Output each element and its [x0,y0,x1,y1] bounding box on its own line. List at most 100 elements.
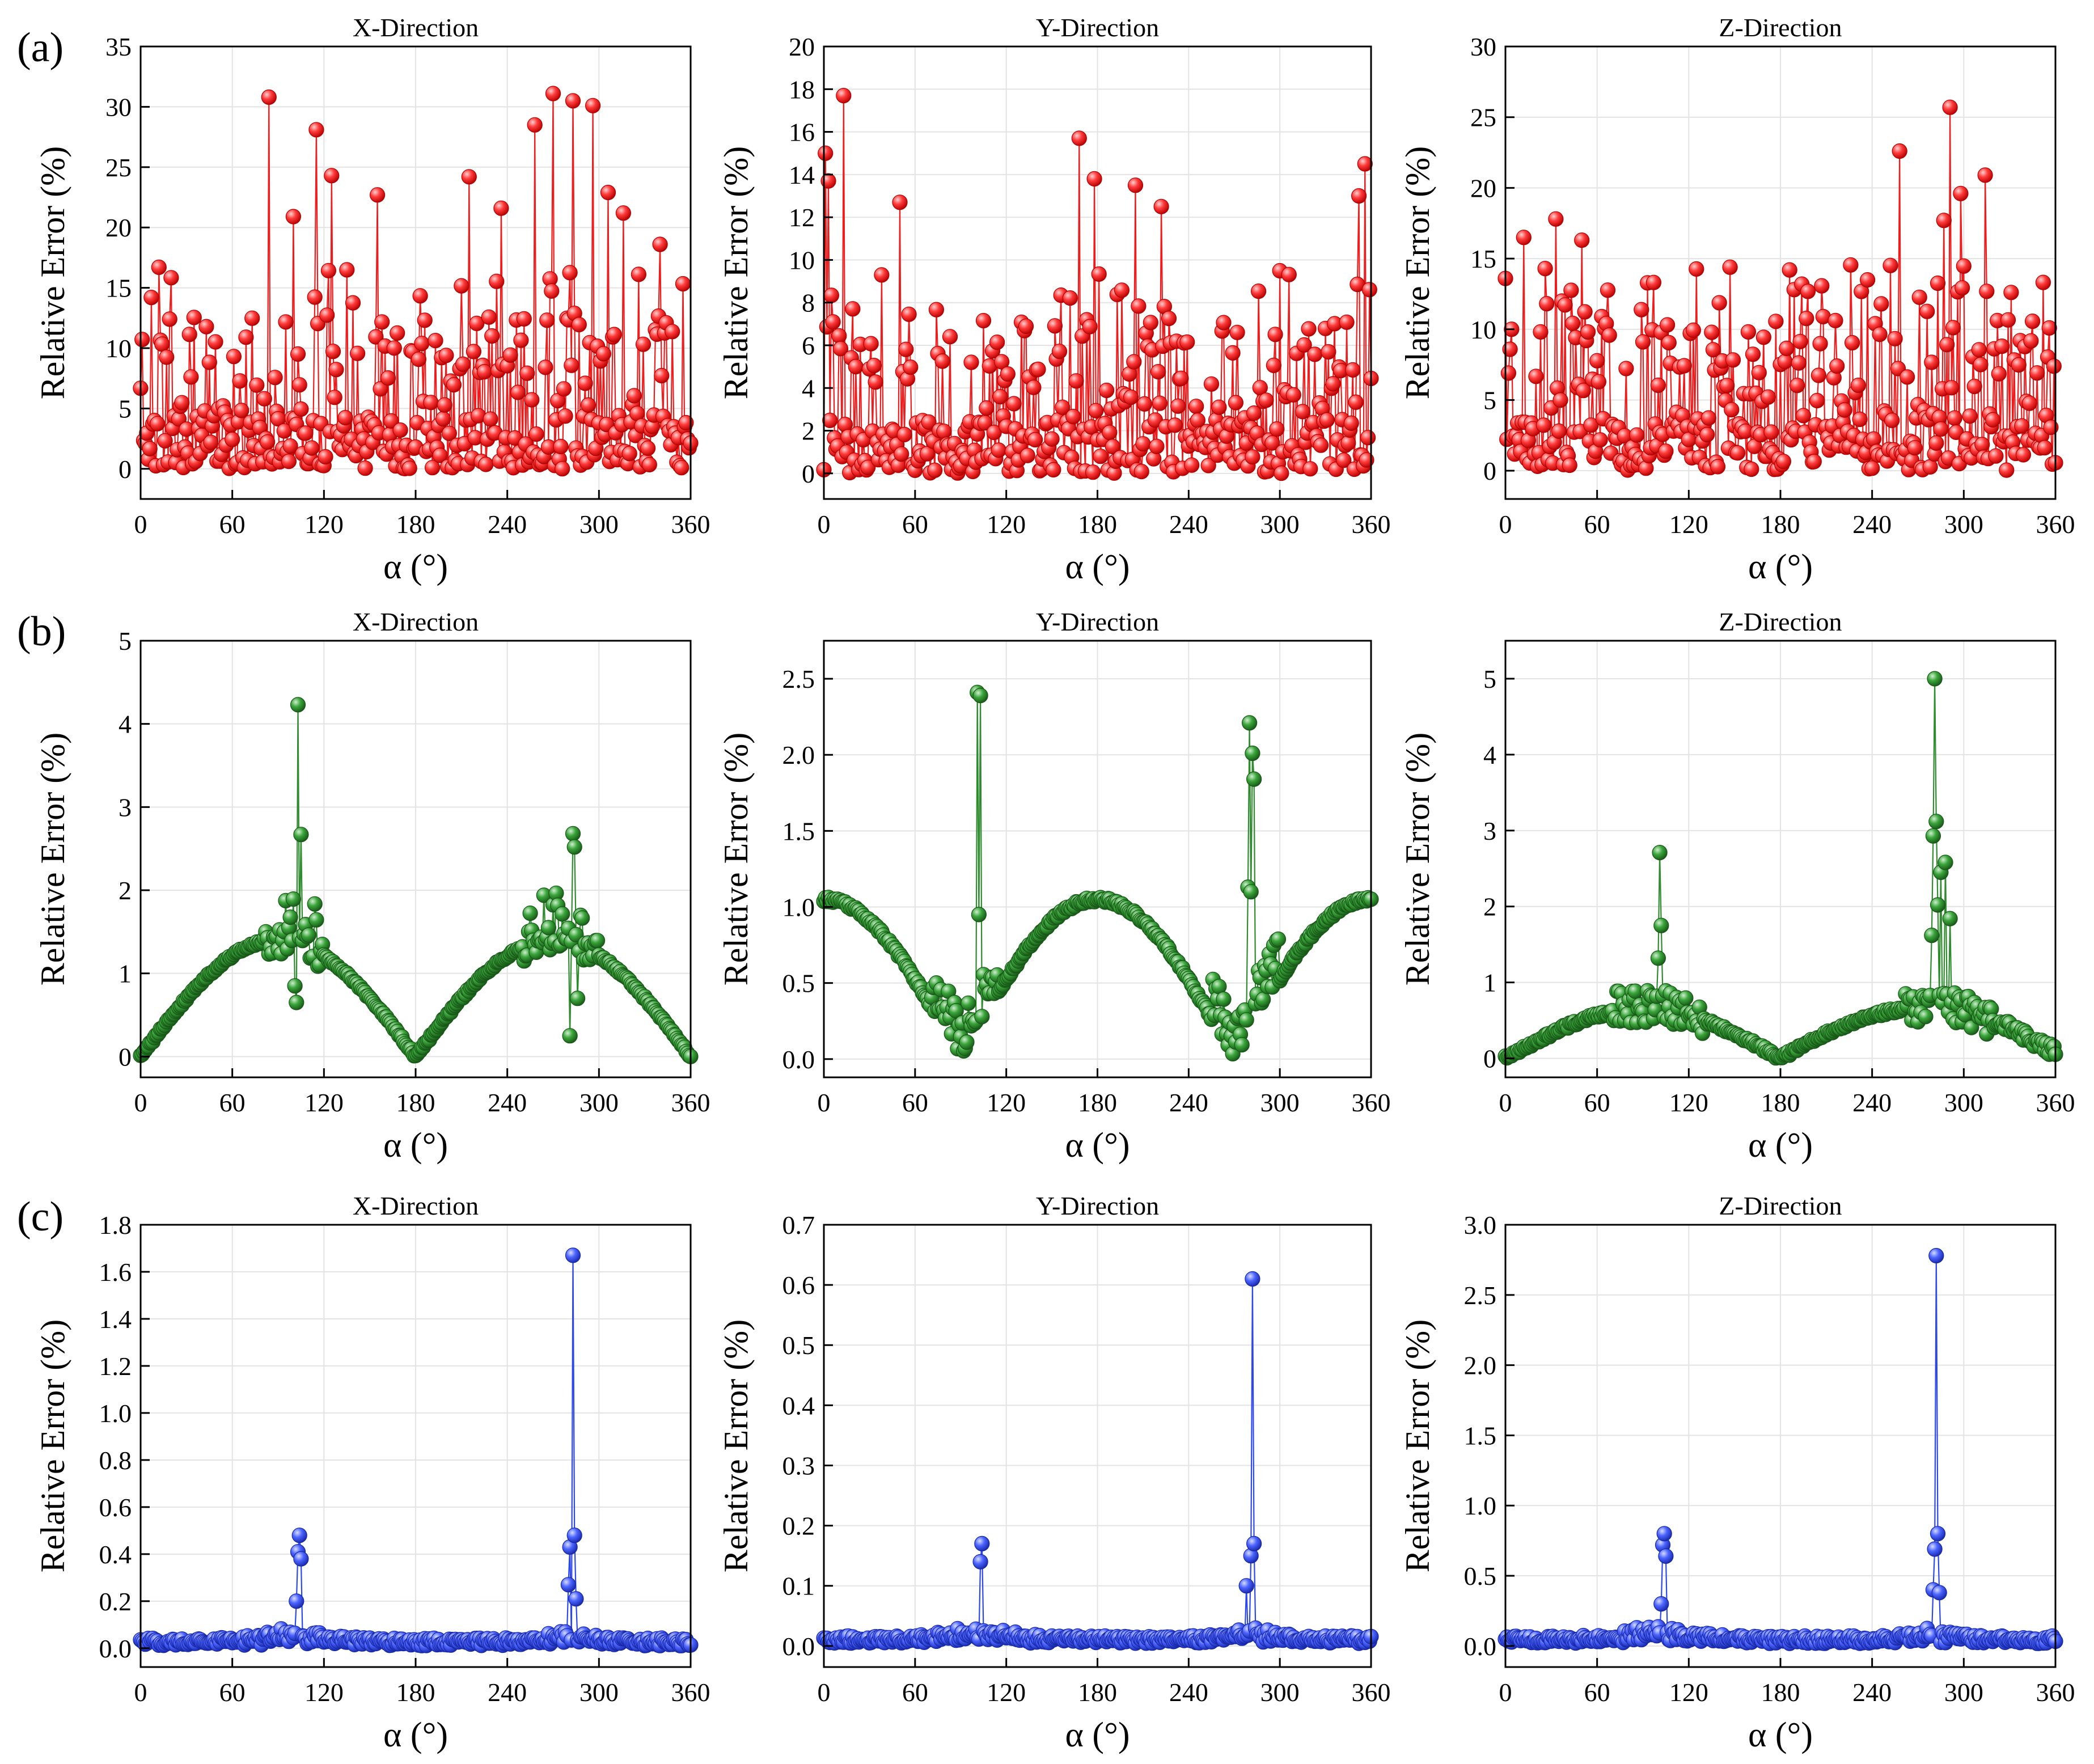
data-point [1127,177,1144,193]
x-tick-label: 120 [987,1088,1026,1117]
data-point [1601,327,1617,343]
data-point [1809,392,1825,409]
data-point [1583,417,1599,433]
data-point [565,93,581,109]
y-tick-label: 0.2 [782,1512,815,1541]
data-point [2023,333,2039,349]
y-axis-label: Relative Error (%) [717,733,755,985]
data-point [1565,315,1581,331]
data-point [568,1591,584,1607]
data-point [1533,324,1549,340]
data-point [2029,365,2045,381]
row-labels: (a) (b) (c) [17,24,66,1240]
data-point [566,1528,582,1543]
data-point [1928,435,1944,451]
data-point [1266,357,1281,374]
data-point [1730,445,1746,461]
data-point [1200,458,1216,473]
data-point [318,449,333,465]
y-tick-label: 0.0 [1464,1632,1497,1661]
y-tick-label: 0.5 [782,1331,815,1360]
data-point [159,349,175,365]
data-point [1892,143,1907,159]
x-tick-label: 360 [1352,1088,1391,1117]
data-point [974,1535,990,1551]
data-point [942,329,958,345]
data-point [1114,282,1130,298]
data-point [1251,283,1267,299]
data-point [2014,418,2030,434]
x-tick-label: 240 [488,1678,527,1707]
data-point [357,460,373,476]
data-point [553,438,569,455]
y-axis-label: Relative Error (%) [1399,1319,1436,1572]
y-tick-label: 8 [802,289,815,318]
y-tick-label: 12 [789,203,815,232]
y-tick-label: 5 [1483,665,1496,693]
data-point [1071,130,1087,146]
data-point [142,441,158,457]
data-point [291,377,307,393]
x-tick-label: 300 [1260,510,1300,539]
y-tick-label: 0.8 [99,1446,132,1475]
data-point [522,905,538,921]
data-point [301,927,317,943]
data-point [1653,1596,1669,1612]
data-point [1348,394,1364,411]
x-tick-label: 0 [818,510,831,539]
data-point [198,319,214,335]
data-point [1930,897,1946,913]
y-tick-label: 1.8 [99,1211,132,1240]
data-point [640,440,656,456]
data-point [652,236,668,252]
data-point [1285,387,1301,403]
data-point [1985,412,2001,428]
chart-panel-a-y: 0 60 120 180 240 300 360 0 2 4 6 8 10 12 14 16 18 20 Y-Dir… [717,13,1391,586]
y-ticks: 0.0 0.5 1.0 1.5 2.0 2.5 [782,665,833,1074]
data-point [1267,327,1283,342]
data-point [417,312,433,328]
data-point [1652,844,1668,861]
x-axis-label: α (°) [1748,1126,1813,1165]
data-point [1500,365,1516,381]
data-point [437,397,452,413]
y-tick-label: 0.0 [782,1632,815,1661]
y-axis-label: Relative Error (%) [34,1319,71,1572]
data-point [374,314,390,330]
data-point [1123,389,1139,405]
data-point [435,411,451,427]
x-tick-label: 60 [902,510,928,539]
data-point [1270,931,1287,947]
data-point [2003,285,2019,301]
x-tick-label: 180 [1078,510,1117,539]
data-point [290,346,306,362]
gridlines [140,1224,691,1667]
data-point [1264,435,1280,451]
data-point [919,446,935,462]
data-point [562,265,578,281]
gridlines [823,641,1372,1077]
data-point [1044,431,1060,447]
row-label-b: (b) [17,608,66,655]
y-tick-label: 2.5 [782,665,815,693]
data-point [874,267,890,283]
x-tick-label: 360 [671,1678,710,1707]
x-tick-label: 300 [1260,1088,1300,1117]
data-point [325,344,341,359]
data-point [560,1577,577,1593]
data-point [412,288,428,304]
data-point [1343,415,1359,432]
x-axis-label: α (°) [1748,548,1813,586]
y-tick-label: 5 [119,627,132,655]
data-point [928,302,945,318]
data-point [1051,344,1068,359]
data-point [276,423,292,439]
y-tick-label: 0.3 [782,1451,815,1480]
data-point [516,311,532,327]
data-point [349,345,366,361]
x-axis-label: α (°) [1748,1716,1813,1754]
data-point [249,377,265,393]
data-point [2015,447,2031,463]
y-tick-label: 0.1 [782,1572,815,1601]
x-ticks: 0 60 120 180 240 300 360 [1499,1658,2075,1707]
